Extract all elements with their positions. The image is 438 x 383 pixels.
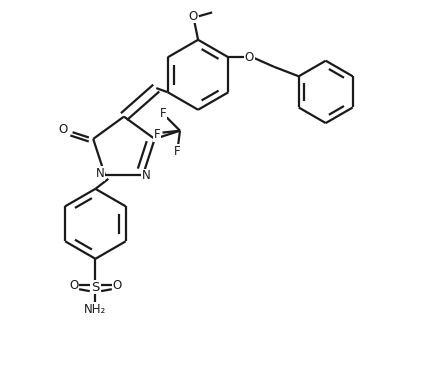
Text: F: F (153, 128, 160, 141)
Text: NH₂: NH₂ (84, 303, 106, 316)
Text: S: S (91, 281, 99, 294)
Text: N: N (96, 167, 105, 180)
Text: N: N (141, 169, 150, 182)
Text: F: F (159, 107, 166, 120)
Text: F: F (173, 145, 180, 158)
Text: O: O (113, 279, 122, 292)
Text: O: O (69, 279, 78, 292)
Text: O: O (188, 10, 198, 23)
Text: O: O (245, 51, 254, 64)
Text: O: O (59, 123, 68, 136)
